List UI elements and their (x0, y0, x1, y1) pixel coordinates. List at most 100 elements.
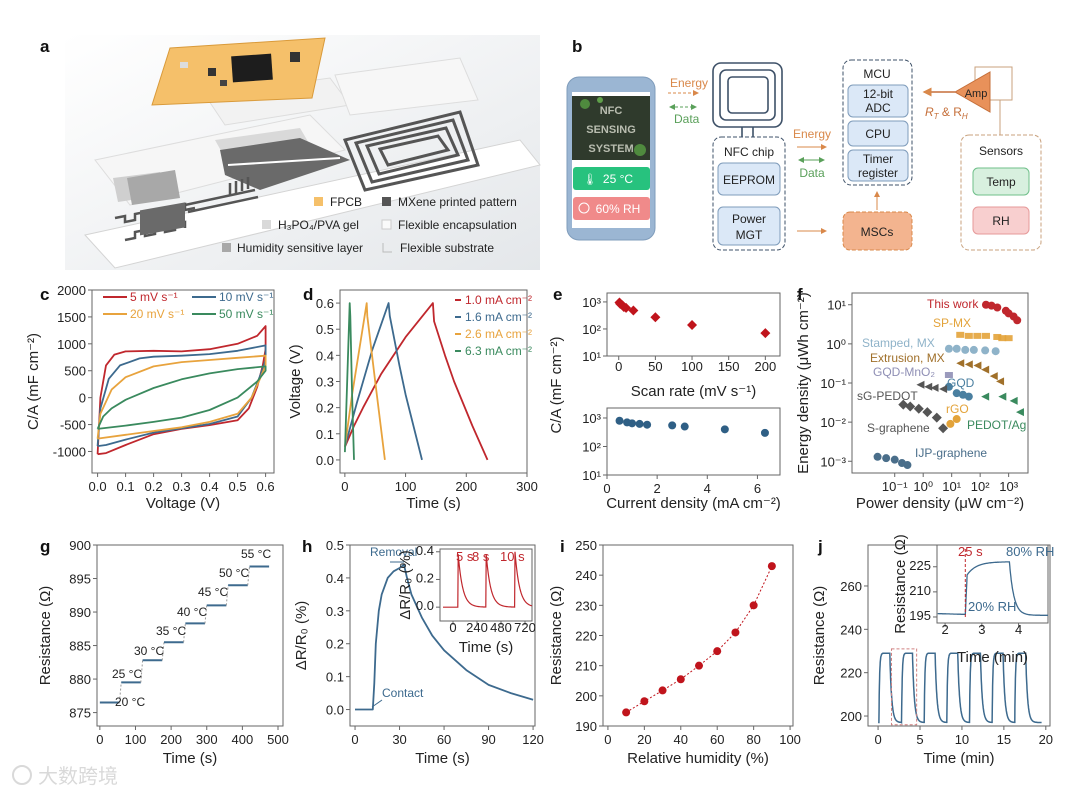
data-point (668, 421, 677, 430)
data-point (905, 401, 916, 412)
nfc-chip-label: NFC chip (724, 145, 774, 159)
data-point (695, 661, 704, 670)
eeprom-block (717, 162, 781, 196)
cpu-label: CPU (865, 127, 890, 141)
y-tick-label: 10² (582, 439, 601, 454)
data-point (1004, 335, 1013, 342)
chart-j: 0 5 10 15 20 200 220 240 260 Time (min) Resistance… (811, 544, 1053, 767)
series-line (344, 302, 423, 461)
data-point (643, 420, 652, 429)
y-tick-label: 220 (575, 629, 597, 644)
x-tick-label: 10⁰ (913, 479, 933, 494)
data-point (973, 361, 982, 370)
x-tick-label: 4 (1015, 622, 1022, 637)
x-axis-label: Time (s) (459, 639, 513, 656)
y-tick-label: 200 (575, 689, 597, 704)
y-tick-label: -500 (60, 418, 86, 433)
series-line (96, 365, 267, 430)
y-tick-label: 225 (909, 558, 931, 573)
nfc-system-diagram: NFC SENSING SYSTEM 🌡 25 °C 60% RH Energy… (566, 59, 1042, 251)
x-tick-label: 4 (704, 481, 711, 496)
y-tick-label: 1500 (57, 310, 86, 325)
y-tick-label: 0.0 (416, 598, 434, 613)
chart-h: 0 30 60 90 120 0.0 0.1 0.2 0.3 0.4 0.5 Time (s) ΔR/R… (293, 538, 544, 767)
temp-sensor-block (972, 167, 1030, 196)
data-point (952, 415, 961, 424)
x-axis-label: Time (min) (923, 750, 994, 767)
legend-swatch-gel (262, 220, 271, 229)
watermark: 大数跨境 (12, 765, 118, 788)
series-label: GQD-MnO₂ (873, 365, 935, 379)
x-tick-label: 0.2 (145, 479, 163, 494)
y-tick-label: 240 (575, 568, 597, 583)
data-point (1009, 396, 1018, 405)
x-tick-label: 10¹ (942, 479, 961, 494)
y-tick-label: 0.2 (416, 570, 434, 585)
panel-label-g: g (40, 537, 50, 556)
data-point (622, 708, 631, 717)
series-line (344, 302, 386, 461)
data-point (658, 686, 667, 695)
step-connector (161, 642, 165, 661)
y-tick-label: 230 (575, 598, 597, 613)
y-tick-label: 10⁰ (826, 337, 846, 352)
energy-label-2: Energy (793, 127, 831, 141)
x-axis-label: Current density (mA cm⁻²) (606, 495, 781, 512)
mscs-block (842, 211, 913, 251)
y-tick-label: 0.3 (316, 375, 334, 390)
x-axis-label: Voltage (V) (146, 495, 220, 512)
x-tick-label: 60 (437, 732, 451, 747)
data-point (946, 419, 955, 428)
x-tick-label: 90 (481, 732, 495, 747)
panel-label-a: a (40, 37, 50, 56)
x-axis-label: Scan rate (mV s⁻¹) (631, 383, 756, 400)
data-point (991, 347, 1000, 356)
x-tick-label: 20 (1039, 732, 1053, 747)
series-label: IJP-graphene (915, 446, 987, 460)
data-point (938, 423, 949, 434)
step-connector (225, 585, 229, 606)
humidity-sensitive-layer (127, 170, 180, 205)
data-point (956, 331, 965, 338)
y-tick-label: 885 (69, 639, 91, 654)
y-tick-label: 260 (840, 579, 862, 594)
chart-g: 0 100 200 300 400 500 875 880 885 890 895 900 Time (… (37, 538, 289, 767)
y-axis-label: Energy density (μWh cm⁻²) (795, 292, 812, 474)
data-point (628, 419, 637, 428)
series-line (96, 354, 267, 440)
mxene-sensor-pattern (114, 177, 259, 242)
x-tick-label: 240 (466, 620, 488, 635)
legend-swatch-humidity (222, 243, 231, 252)
legend-label: 1.0 mA cm⁻² (465, 293, 532, 307)
rh-sensor-block (972, 206, 1030, 235)
amplifier-symbol (953, 71, 991, 113)
x-tick-label: 50 (648, 359, 662, 374)
mxene-coil-pattern (342, 110, 480, 192)
y-tick-label: 10³ (582, 295, 601, 310)
x-tick-label: 100 (125, 732, 147, 747)
y-tick-label: 200 (840, 709, 862, 724)
x-tick-label: 0 (874, 732, 881, 747)
x-tick-label: 400 (232, 732, 254, 747)
y-tick-label: 10¹ (827, 298, 846, 313)
x-tick-label: 0.1 (117, 479, 135, 494)
legend-label: 10 mV s⁻¹ (219, 290, 273, 304)
x-tick-label: 200 (754, 359, 776, 374)
y-tick-label: 895 (69, 572, 91, 587)
chart-d: 0 100 200 300 0.0 0.1 0.2 0.3 0.4 0.5 0.6 Time (s) V… (287, 289, 538, 512)
device-exploded-view: FPCB MXene printed pattern H₃PO₄/PVA gel… (65, 35, 541, 270)
series-label: sG-PEDOT (857, 389, 918, 403)
y-tick-label: 10⁻¹ (820, 376, 846, 391)
timer-label-2: register (858, 166, 898, 180)
data-point (981, 346, 990, 355)
data-point (939, 385, 948, 394)
y-tick-label: 0.2 (316, 401, 334, 416)
eeprom-label: EEPROM (723, 173, 775, 187)
x-tick-label: 0 (351, 732, 358, 747)
data-point (956, 359, 965, 368)
data-point (1015, 408, 1024, 417)
legend-swatch-fpcb (314, 197, 323, 206)
panel-label-d: d (303, 285, 313, 304)
mscs-label: MSCs (861, 225, 894, 239)
